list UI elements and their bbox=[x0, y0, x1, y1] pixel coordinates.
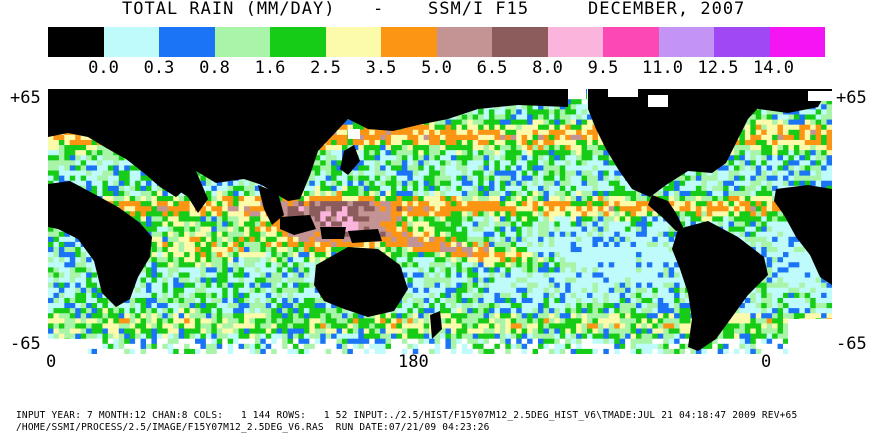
color-legend bbox=[48, 27, 825, 57]
legend-swatch-10 bbox=[603, 27, 659, 57]
rain-map-canvas bbox=[48, 89, 832, 354]
land-masses bbox=[48, 89, 832, 351]
legend-tick-label: 0.0 bbox=[88, 58, 119, 78]
legend-tick-label: 2.5 bbox=[310, 58, 341, 78]
legend-tick-label: 9.5 bbox=[587, 58, 619, 78]
legend-swatch-4 bbox=[270, 27, 326, 57]
lat-label-bottom-right: -65 bbox=[836, 334, 867, 354]
legend-tick-label: 12.5 bbox=[697, 58, 739, 78]
legend-swatch-2 bbox=[159, 27, 215, 57]
legend-swatch-13 bbox=[769, 27, 825, 57]
title-quantity: TOTAL RAIN (MM/DAY) bbox=[122, 0, 336, 19]
lat-label-bottom-left: -65 bbox=[10, 334, 41, 354]
legend-tick-label: 3.5 bbox=[365, 58, 397, 78]
lat-label-top-right: +65 bbox=[836, 88, 867, 108]
legend-swatch-7 bbox=[436, 27, 492, 57]
legend-tick-label: 6.5 bbox=[476, 58, 508, 78]
legend-tick-label: 5.0 bbox=[421, 58, 452, 78]
no-data-areas bbox=[48, 89, 832, 354]
footer-info-line-2: /HOME/SSMI/PROCESS/2.5/IMAGE/F15Y07M12_2… bbox=[16, 422, 490, 433]
lon-label-0-right: 0 bbox=[761, 352, 772, 372]
legend-swatch-11 bbox=[658, 27, 714, 57]
legend-tick-label: 11.0 bbox=[642, 58, 683, 78]
title-sensor: SSM/I F15 bbox=[428, 0, 530, 19]
legend-swatch-8 bbox=[492, 27, 548, 57]
title-separator: - bbox=[373, 0, 385, 19]
legend-tick-label: 0.3 bbox=[143, 58, 175, 78]
legend-swatch-12 bbox=[714, 27, 770, 57]
map-title: TOTAL RAIN (MM/DAY) - SSM/I F15 DECEMBER… bbox=[0, 0, 880, 21]
lon-label-180: 180 bbox=[398, 352, 429, 372]
footer-info-line-1: INPUT YEAR: 7 MONTH:12 CHAN:8 COLS: 1 14… bbox=[16, 410, 798, 421]
legend-swatch-9 bbox=[547, 27, 603, 57]
rain-map bbox=[48, 89, 832, 354]
legend-tick-label: 0.8 bbox=[199, 58, 230, 78]
legend-tick-label: 14.0 bbox=[753, 58, 794, 78]
legend-swatch-3 bbox=[214, 27, 270, 57]
legend-tick-label: 8.0 bbox=[532, 58, 563, 78]
legend-swatch-0 bbox=[48, 27, 104, 57]
legend-swatch-1 bbox=[103, 27, 159, 57]
legend-swatch-6 bbox=[381, 27, 437, 57]
legend-swatch-5 bbox=[325, 27, 381, 57]
lat-label-top-left: +65 bbox=[10, 88, 41, 108]
title-date: DECEMBER, 2007 bbox=[588, 0, 746, 19]
lon-label-0-left: 0 bbox=[46, 352, 57, 372]
legend-tick-labels: 0.0 0.3 0.8 1.6 2.5 3.5 5.0 6.5 8.0 9.5 11.0 12.5 14… bbox=[0, 58, 880, 78]
legend-tick-label: 1.6 bbox=[254, 58, 286, 78]
